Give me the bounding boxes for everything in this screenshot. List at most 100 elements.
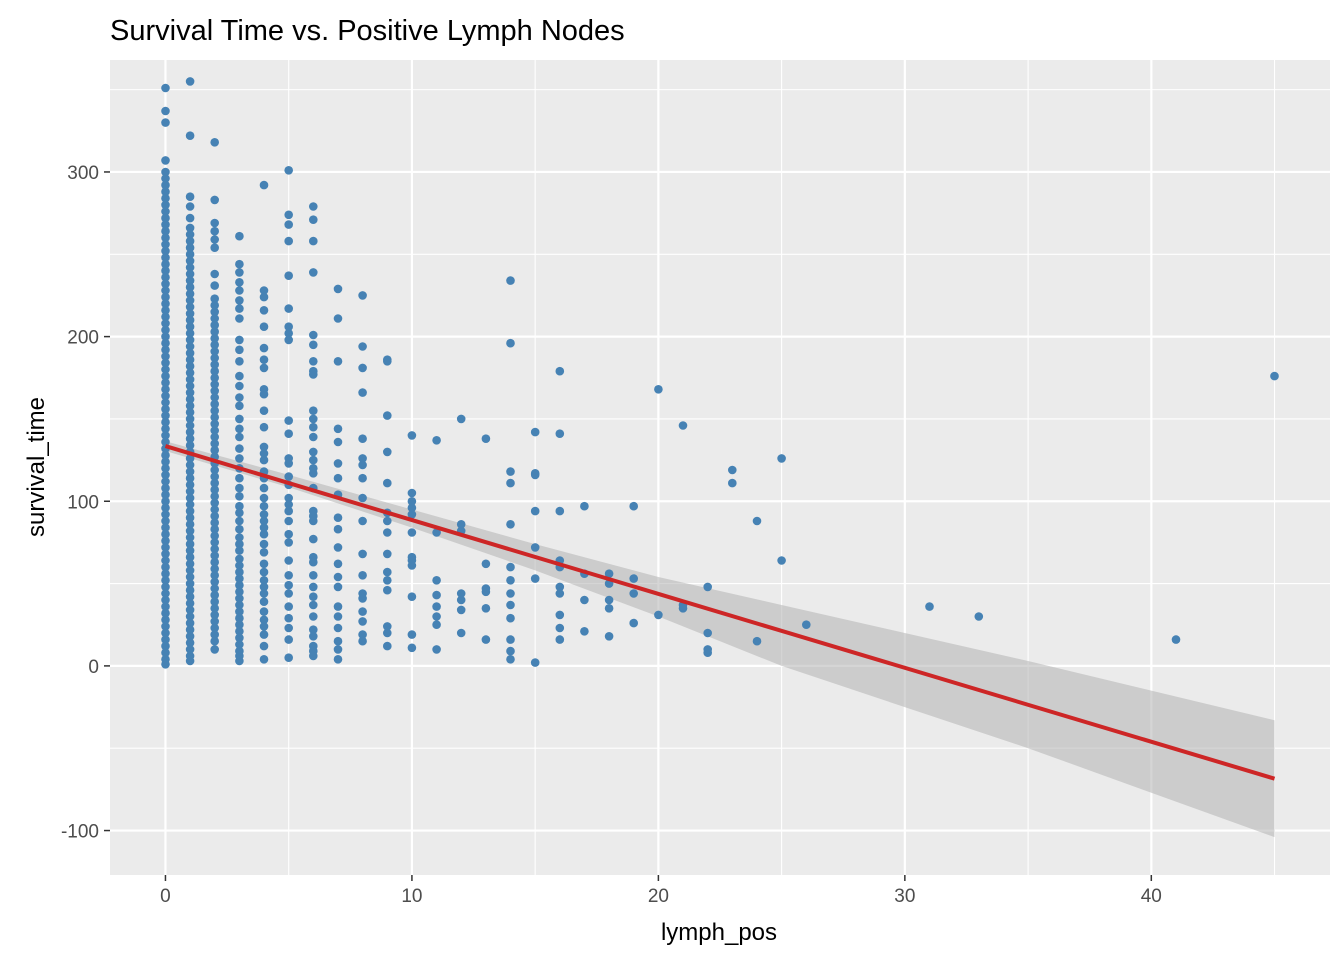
data-point xyxy=(555,582,565,592)
data-point xyxy=(210,472,219,481)
data-point xyxy=(259,567,269,577)
data-point xyxy=(235,554,244,564)
data-point xyxy=(432,612,441,621)
data-point xyxy=(654,385,663,394)
data-point xyxy=(235,587,244,597)
data-point xyxy=(210,399,219,409)
data-point xyxy=(259,582,269,592)
data-point xyxy=(235,656,244,666)
data-point xyxy=(185,381,195,391)
data-point xyxy=(728,478,737,488)
regression-line xyxy=(164,444,1276,781)
data-point xyxy=(185,427,195,437)
data-point xyxy=(210,465,219,475)
data-point xyxy=(235,574,244,583)
data-point xyxy=(752,636,762,646)
data-point xyxy=(284,322,294,332)
data-point xyxy=(309,469,318,478)
data-point xyxy=(161,187,170,196)
data-point xyxy=(383,357,392,366)
data-point xyxy=(161,398,170,407)
data-point xyxy=(161,582,170,592)
data-point xyxy=(185,618,195,628)
data-point xyxy=(555,610,565,620)
data-point xyxy=(210,524,219,534)
data-point xyxy=(506,655,515,664)
data-point xyxy=(235,594,244,603)
data-point xyxy=(210,243,219,252)
data-point xyxy=(333,459,343,468)
data-point xyxy=(309,516,318,526)
data-point xyxy=(185,480,195,490)
data-point xyxy=(309,592,318,601)
data-point xyxy=(678,604,688,613)
y-tick-label: 200 xyxy=(67,328,99,349)
data-point xyxy=(235,640,244,649)
data-point xyxy=(333,572,343,582)
data-point xyxy=(407,592,417,601)
data-point xyxy=(974,612,984,621)
data-point xyxy=(235,335,244,345)
data-point xyxy=(185,599,195,608)
data-point xyxy=(555,506,565,516)
data-point xyxy=(235,600,244,610)
data-point xyxy=(284,459,294,468)
data-point xyxy=(161,543,170,552)
data-point xyxy=(284,538,294,547)
data-point xyxy=(383,567,392,577)
data-point xyxy=(210,617,219,626)
data-point xyxy=(210,518,219,527)
data-point xyxy=(210,426,219,435)
data-point xyxy=(161,477,170,486)
data-point xyxy=(1270,371,1279,381)
data-point xyxy=(161,391,170,401)
data-point xyxy=(235,483,244,493)
data-point xyxy=(703,628,712,638)
data-point xyxy=(309,422,318,432)
data-point xyxy=(185,192,195,201)
data-point xyxy=(161,106,170,116)
data-point xyxy=(185,625,195,634)
data-point xyxy=(506,646,515,656)
data-point xyxy=(185,585,195,595)
data-point xyxy=(925,602,934,611)
data-point xyxy=(185,414,195,424)
data-point xyxy=(259,355,269,365)
data-point xyxy=(185,250,195,259)
data-point xyxy=(185,342,195,351)
data-point xyxy=(309,557,318,567)
y-tick-label: 300 xyxy=(67,163,99,184)
data-point xyxy=(185,454,195,463)
data-point xyxy=(161,562,170,572)
data-point xyxy=(161,635,170,644)
data-point xyxy=(752,516,762,526)
data-point xyxy=(161,648,170,657)
data-point xyxy=(407,643,417,653)
data-point xyxy=(210,406,219,416)
data-point xyxy=(333,314,343,323)
data-point xyxy=(309,632,318,641)
data-point xyxy=(161,411,170,420)
data-point xyxy=(284,304,294,313)
data-point xyxy=(161,536,170,546)
data-point xyxy=(161,595,170,605)
data-point xyxy=(358,388,367,397)
data-point xyxy=(185,213,195,223)
data-point xyxy=(259,493,269,503)
data-point xyxy=(185,302,195,312)
data-point xyxy=(358,636,367,646)
data-point xyxy=(161,180,170,190)
data-point xyxy=(358,460,367,470)
data-point xyxy=(185,263,195,272)
data-point xyxy=(802,620,811,629)
data-point xyxy=(210,235,219,244)
data-point xyxy=(235,278,244,287)
data-point xyxy=(185,434,195,444)
data-point xyxy=(383,528,392,537)
data-point xyxy=(161,240,170,249)
data-point xyxy=(161,319,170,328)
data-point xyxy=(284,500,294,509)
data-point xyxy=(358,607,367,616)
data-point xyxy=(1171,635,1181,644)
data-point xyxy=(506,562,515,572)
